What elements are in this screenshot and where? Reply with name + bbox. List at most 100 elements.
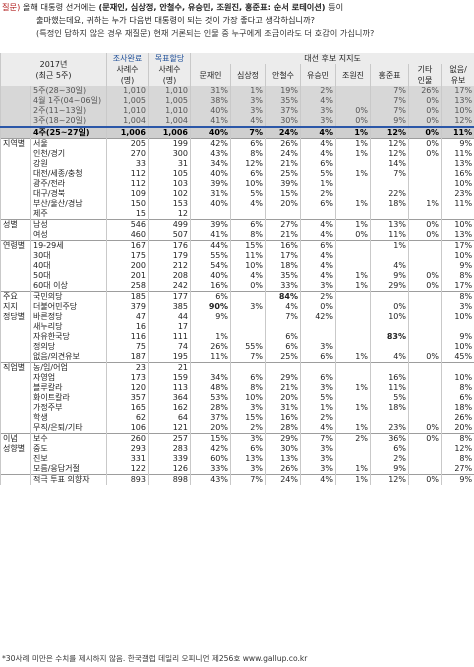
- table-row: 여성 460 507 41% 8% 21% 4% 0% 11% 0% 13%: [0, 230, 474, 241]
- pct-cell: 18%: [265, 261, 301, 271]
- pct-cell: 3%: [230, 433, 266, 444]
- pct-cell: 43%: [190, 149, 231, 159]
- pct-cell: [408, 403, 442, 413]
- pct-cell: 16%: [440, 169, 474, 179]
- pct-cell: 0%: [408, 138, 442, 149]
- pct-cell: 21%: [265, 159, 301, 169]
- pct-cell: [230, 312, 266, 322]
- pct-cell: 9%: [370, 464, 409, 475]
- header-candidate: 유승민: [300, 64, 336, 86]
- target-count: 1,006: [148, 126, 191, 139]
- pct-cell: 0%: [408, 106, 442, 116]
- pct-cell: 0%: [408, 219, 442, 230]
- sample-count: 112: [106, 169, 149, 179]
- target-count: 507: [148, 230, 191, 241]
- row-group: [0, 179, 31, 189]
- header-candidate: 조원진: [335, 64, 371, 86]
- target-count: 113: [148, 383, 191, 393]
- sample-count: 331: [106, 454, 149, 464]
- target-count: 103: [148, 179, 191, 189]
- pct-cell: 10%: [440, 106, 474, 116]
- pct-cell: 12%: [440, 444, 474, 454]
- row-group: 성별: [0, 219, 31, 230]
- target-count: 12: [148, 209, 191, 220]
- target-count: 31: [148, 159, 191, 169]
- table-row: 성별 남성 546 499 39% 6% 27% 4% 1% 13% 0% 10%: [0, 219, 474, 230]
- pct-cell: 10%: [440, 251, 474, 261]
- table-row: 적극 투표 의향자 893 898 43% 7% 24% 4% 1% 12% 0% 9%: [0, 474, 474, 485]
- pct-cell: 26%: [265, 464, 301, 475]
- pct-cell: 55%: [190, 251, 231, 261]
- row-group: [0, 393, 31, 403]
- row-group: [0, 383, 31, 393]
- table-row: 강원 33 31 34% 12% 21% 6% 14% 13%: [0, 159, 474, 169]
- table-row: 가정주부 165 162 28% 3% 31% 1% 1% 18% 18%: [0, 403, 474, 413]
- pct-cell: 16%: [370, 373, 409, 383]
- row-group: [0, 403, 31, 413]
- pct-cell: 20%: [440, 423, 474, 434]
- pct-cell: 3%: [300, 281, 336, 292]
- pct-cell: 4%: [300, 261, 336, 271]
- pct-cell: [408, 291, 442, 302]
- pct-cell: 0%: [370, 302, 409, 312]
- pct-cell: 28%: [190, 403, 231, 413]
- pct-cell: [408, 454, 442, 464]
- table-row: 모름/응답거절 122 126 33% 3% 26% 3% 1% 9% 27%: [0, 464, 474, 475]
- row-group: 지지: [0, 302, 31, 312]
- header-target-cases: 사례수: [148, 64, 191, 75]
- pct-cell: [335, 413, 371, 423]
- pct-cell: 26%: [440, 413, 474, 423]
- row-group: [0, 96, 31, 106]
- pct-cell: 0%: [408, 126, 442, 139]
- sample-count: 379: [106, 302, 149, 312]
- row-group: [0, 281, 31, 292]
- pct-cell: 4%: [300, 126, 336, 139]
- pct-cell: 0%: [408, 474, 442, 485]
- pct-cell: 4%: [300, 96, 336, 106]
- row-group: [0, 342, 31, 352]
- pct-cell: 3%: [300, 116, 336, 127]
- target-count: 499: [148, 219, 191, 230]
- pct-cell: 3%: [300, 383, 336, 393]
- pct-cell: 1%: [335, 403, 371, 413]
- pct-cell: 18%: [370, 199, 409, 209]
- pct-cell: 13%: [230, 454, 266, 464]
- table-row: 5주(28~30일) 1,010 1,010 31% 1% 19% 2% 7% 26% 17%: [0, 86, 474, 96]
- pct-cell: 20%: [190, 423, 231, 434]
- pct-cell: [335, 454, 371, 464]
- row-group: [0, 126, 31, 139]
- pct-cell: 1%: [300, 179, 336, 189]
- row-label: 바른정당: [30, 312, 107, 322]
- pct-cell: 4%: [300, 149, 336, 159]
- row-label: 국민의당: [30, 291, 107, 302]
- sample-count: 165: [106, 403, 149, 413]
- pct-cell: 21%: [265, 383, 301, 393]
- pct-cell: 8%: [440, 454, 474, 464]
- pct-cell: [335, 209, 371, 220]
- pct-cell: [408, 444, 442, 454]
- row-group: 지역별: [0, 138, 31, 149]
- target-count: 208: [148, 271, 191, 281]
- table-row: 지역별 서울 205 199 42% 6% 26% 4% 1% 12% 0% 9%: [0, 138, 474, 149]
- row-group: 연령별: [0, 240, 31, 251]
- pct-cell: 6%: [230, 444, 266, 454]
- pct-cell: 6%: [230, 169, 266, 179]
- table-row: 인천/경기 270 300 43% 8% 24% 4% 1% 12% 0% 11%: [0, 149, 474, 159]
- pct-cell: 42%: [190, 444, 231, 454]
- table-row: 부산/울산/경남 150 153 40% 4% 20% 6% 1% 18% 1% 11%: [0, 199, 474, 209]
- pct-cell: 25%: [265, 169, 301, 179]
- pct-cell: 21%: [265, 230, 301, 241]
- pct-cell: 1%: [335, 169, 371, 179]
- row-group: [0, 413, 31, 423]
- pct-cell: 7%: [370, 106, 409, 116]
- pct-cell: [335, 86, 371, 96]
- pct-cell: 13%: [440, 159, 474, 169]
- pct-cell: 15%: [265, 189, 301, 199]
- target-count: 177: [148, 291, 191, 302]
- pct-cell: [335, 240, 371, 251]
- header-candidate: 안철수: [265, 64, 301, 86]
- pct-cell: [408, 189, 442, 199]
- pct-cell: [408, 393, 442, 403]
- pct-cell: 16%: [190, 281, 231, 292]
- pct-cell: 7%: [230, 474, 266, 485]
